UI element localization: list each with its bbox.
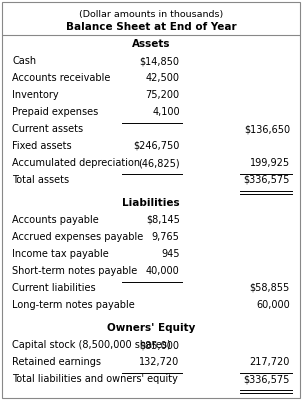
Text: Liabilities: Liabilities <box>122 198 180 208</box>
Text: $246,750: $246,750 <box>133 141 180 151</box>
Text: 9,765: 9,765 <box>152 232 180 242</box>
Text: Accumulated depreciation: Accumulated depreciation <box>12 158 140 168</box>
Text: $336,575: $336,575 <box>243 175 290 185</box>
Text: 945: 945 <box>161 249 180 259</box>
Text: $85,000: $85,000 <box>140 340 180 350</box>
Text: 4,100: 4,100 <box>152 107 180 117</box>
Text: Accrued expenses payable: Accrued expenses payable <box>12 232 143 242</box>
Text: $14,850: $14,850 <box>140 56 180 66</box>
Text: Current liabilities: Current liabilities <box>12 283 96 293</box>
Text: (46,825): (46,825) <box>138 158 180 168</box>
Text: 75,200: 75,200 <box>146 90 180 100</box>
Text: Total assets: Total assets <box>12 175 69 185</box>
Text: 199,925: 199,925 <box>250 158 290 168</box>
Text: Cash: Cash <box>12 56 36 66</box>
Text: (Dollar amounts in thousands): (Dollar amounts in thousands) <box>79 10 223 19</box>
Text: $58,855: $58,855 <box>250 283 290 293</box>
Text: 60,000: 60,000 <box>256 300 290 310</box>
Text: Accounts receivable: Accounts receivable <box>12 73 111 83</box>
Text: Accounts payable: Accounts payable <box>12 215 99 225</box>
Text: Current assets: Current assets <box>12 124 83 134</box>
Text: $336,575: $336,575 <box>243 374 290 384</box>
Text: Balance Sheet at End of Year: Balance Sheet at End of Year <box>66 22 236 32</box>
Text: Long-term notes payable: Long-term notes payable <box>12 300 135 310</box>
Text: Inventory: Inventory <box>12 90 59 100</box>
Text: Total liabilities and owners' equity: Total liabilities and owners' equity <box>12 374 178 384</box>
Text: $8,145: $8,145 <box>146 215 180 225</box>
Text: Income tax payable: Income tax payable <box>12 249 109 259</box>
Text: 40,000: 40,000 <box>146 266 180 276</box>
Text: 42,500: 42,500 <box>146 73 180 83</box>
Text: Short-term notes payable: Short-term notes payable <box>12 266 137 276</box>
Text: Capital stock (8,500,000 shares): Capital stock (8,500,000 shares) <box>12 340 171 350</box>
Text: Owners' Equity: Owners' Equity <box>107 323 195 333</box>
Text: Fixed assets: Fixed assets <box>12 141 72 151</box>
Text: Prepaid expenses: Prepaid expenses <box>12 107 98 117</box>
Text: Retained earnings: Retained earnings <box>12 357 101 367</box>
Text: Assets: Assets <box>132 39 170 49</box>
Text: $136,650: $136,650 <box>244 124 290 134</box>
Text: 132,720: 132,720 <box>140 357 180 367</box>
Text: 217,720: 217,720 <box>249 357 290 367</box>
